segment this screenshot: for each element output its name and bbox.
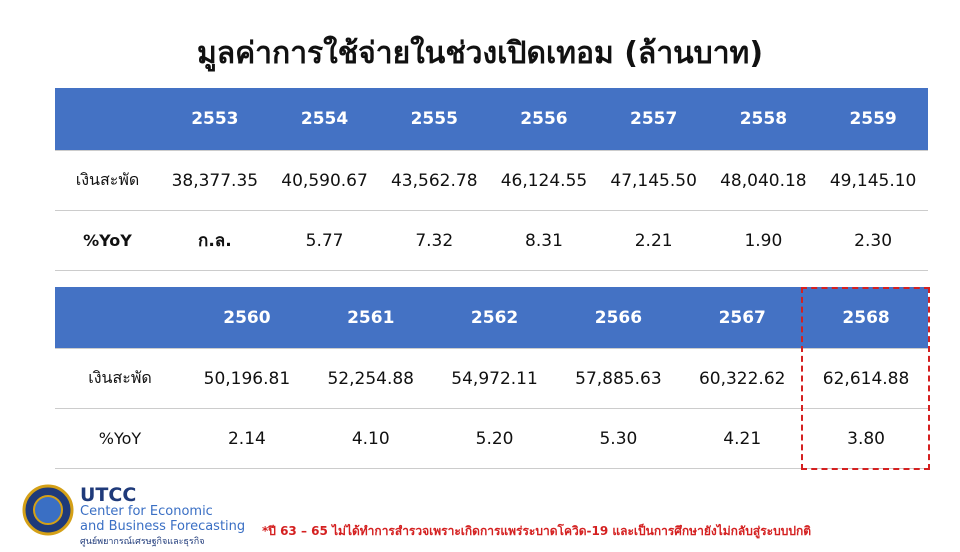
cell: 60,322.62 <box>680 348 805 409</box>
cell: 57,885.63 <box>556 348 681 409</box>
cell: 5.30 <box>556 408 681 469</box>
cell: 8.31 <box>489 210 599 271</box>
cell: 46,124.55 <box>489 150 599 211</box>
logo-text: and Business Forecasting <box>80 519 246 534</box>
header-cell: 2561 <box>308 287 433 349</box>
cell: 50,196.81 <box>185 348 309 409</box>
header-cell: 2560 <box>185 287 309 349</box>
header-row: 2560 2561 2562 2566 2567 2568 <box>55 287 928 349</box>
cell: 47,145.50 <box>598 150 709 211</box>
footnote: *ปี 63 – 65 ไม่ได้ทำการสำรวจเพราะเกิดการ… <box>262 524 812 538</box>
header-cell <box>55 88 160 151</box>
cell: ก.ล. <box>160 210 270 271</box>
title: มูลค่าการใช้จ่ายในช่วงเปิดเทอม (ล้านบาท) <box>196 36 764 71</box>
table: 2560 2561 2562 2566 2567 2568 เงินสะพัด 50,196.… <box>55 287 928 469</box>
cell: 54,972.11 <box>432 348 557 409</box>
header-cell: 2554 <box>269 88 380 151</box>
row: %YoY ก.ล. 5.77 7.32 8.31 2.21 1.90 2.30 <box>55 210 928 271</box>
cell: 5.20 <box>432 408 557 469</box>
row-label: เงินสะพัด <box>55 150 160 211</box>
header-cell: 2567 <box>680 287 805 349</box>
cell: 40,590.67 <box>269 150 380 211</box>
row-label: %YoY <box>55 408 185 469</box>
header-cell: 2557 <box>598 88 709 151</box>
cell: 3.80 <box>804 408 928 469</box>
cell: 1.90 <box>708 210 819 271</box>
row: เงินสะพัด 50,196.81 52,254.88 54,972.11 57,8… <box>55 348 928 409</box>
cell: 2.30 <box>818 210 928 271</box>
row-label: %YoY <box>55 210 160 271</box>
row: เงินสะพัด 38,377.35 40,590.67 43,562.78 46,1… <box>55 150 928 211</box>
cell: 7.32 <box>379 210 490 271</box>
cell: 52,254.88 <box>308 348 433 409</box>
logo-name: UTCC <box>80 484 137 506</box>
header-cell: 2553 <box>160 88 270 151</box>
table: 2553 2554 2555 2556 2557 2558 2559 เงินสะพัด 38,… <box>55 88 928 271</box>
logo-thai: ศูนย์พยากรณ์เศรษฐกิจและธุรกิจ <box>80 537 205 547</box>
cell: 2.21 <box>598 210 709 271</box>
cell: 2.14 <box>185 408 309 469</box>
row: %YoY 2.14 4.10 5.20 5.30 4.21 3.80 <box>55 408 928 469</box>
row-label: เงินสะพัด <box>55 348 185 409</box>
cell: 4.10 <box>308 408 433 469</box>
cell: 4.21 <box>680 408 805 469</box>
header-cell: 2555 <box>379 88 490 151</box>
header-cell: 2566 <box>556 287 681 349</box>
header-cell <box>55 287 185 349</box>
logo-emblem <box>22 484 74 536</box>
header-cell: 2559 <box>818 88 928 151</box>
highlight-box <box>801 287 930 470</box>
logo-text: Center for Economic <box>80 504 213 519</box>
logo: UTCC Center for Economic and Business Fo… <box>22 482 245 547</box>
header-cell: 2562 <box>432 287 557 349</box>
cell: 49,145.10 <box>818 150 928 211</box>
cell: 43,562.78 <box>379 150 490 211</box>
cell: 62,614.88 <box>804 348 928 409</box>
header-cell: 2568 <box>804 287 928 349</box>
cell: 48,040.18 <box>708 150 819 211</box>
header-cell: 2556 <box>489 88 599 151</box>
cell: 38,377.35 <box>160 150 270 211</box>
cell: 5.77 <box>269 210 380 271</box>
header-row: 2553 2554 2555 2556 2557 2558 2559 <box>55 88 928 151</box>
header-cell: 2558 <box>708 88 819 151</box>
